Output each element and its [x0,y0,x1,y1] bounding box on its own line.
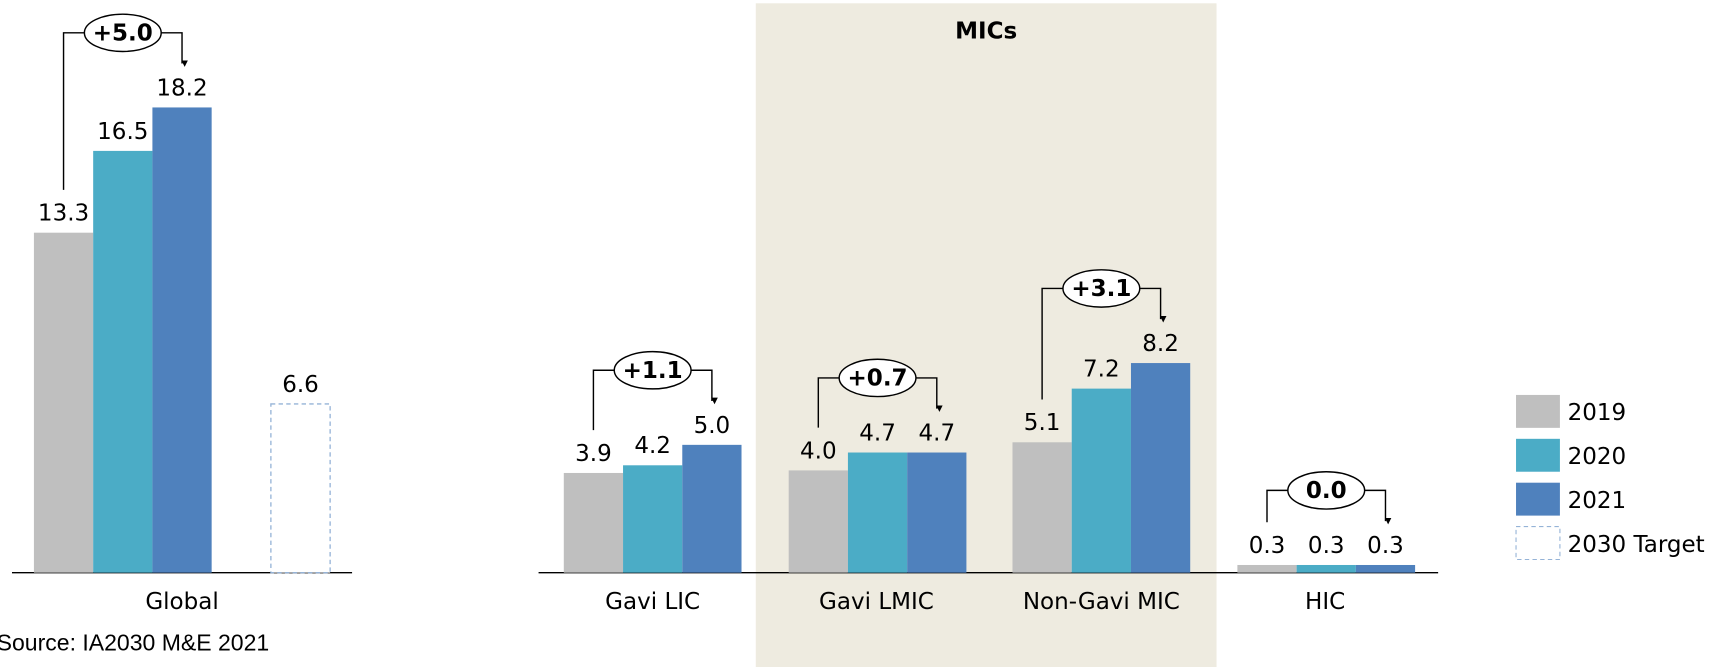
value-label: 7.2 [1083,357,1120,383]
value-label: 4.7 [859,420,896,446]
legend-label: 2020 [1568,444,1627,470]
bar [1296,564,1356,573]
bar [270,403,331,574]
bar [847,452,908,573]
bar [1355,564,1416,573]
bar [623,465,683,573]
bar [1012,442,1072,573]
x-tick-label: Gavi LIC [605,589,700,615]
x-tick-label: Non-Gavi MIC [1023,589,1180,615]
value-label: 0.3 [1249,533,1286,559]
annotation: +3.1 [1071,276,1131,302]
value-label: 0.3 [1308,533,1345,559]
legend-swatch [1516,438,1560,472]
legend-swatch [1515,526,1561,561]
legend-swatch [1516,394,1560,428]
annotation-oval [1062,269,1141,308]
value-label: 4.7 [918,420,955,446]
annotation: +1.1 [623,358,683,384]
bar [1237,564,1297,573]
value-label: 5.0 [694,413,731,439]
annotation: 0.0 [1306,478,1347,504]
bar [152,107,212,573]
annotation-oval [613,350,692,390]
legend-label: 2021 [1568,488,1627,514]
legend-label: 2030 Target [1568,532,1705,558]
bar [1130,363,1191,573]
x-tick-label: Global [145,589,218,615]
annotation-oval [1287,471,1366,510]
annotation: +5.0 [93,21,153,47]
value-label: 16.5 [97,119,148,145]
bar [93,150,153,573]
annotation-oval [83,13,162,53]
bar [682,444,742,573]
region-label: MICs [955,18,1017,44]
bar [788,470,848,573]
value-label: 4.0 [800,438,837,464]
value-label: 5.1 [1024,410,1061,436]
value-label: 8.2 [1142,331,1179,357]
value-label: 6.6 [282,372,319,398]
x-tick-label: HIC [1305,589,1345,615]
value-label: 4.2 [634,433,671,459]
value-label: 3.9 [575,441,612,467]
x-tick-label: Gavi LMIC [819,589,934,615]
legend-swatch [1516,482,1560,516]
value-label: 18.2 [156,75,207,101]
legend-label: 2019 [1568,400,1627,426]
value-label: 0.3 [1367,533,1404,559]
annotation-oval [838,358,917,398]
bar [1071,388,1131,573]
bar [907,452,967,573]
bar [33,232,94,573]
annotation: +0.7 [848,366,908,392]
bar [563,472,624,573]
source: Source: IA2030 M&E 2021 [0,630,269,656]
value-label: 13.3 [38,201,89,227]
